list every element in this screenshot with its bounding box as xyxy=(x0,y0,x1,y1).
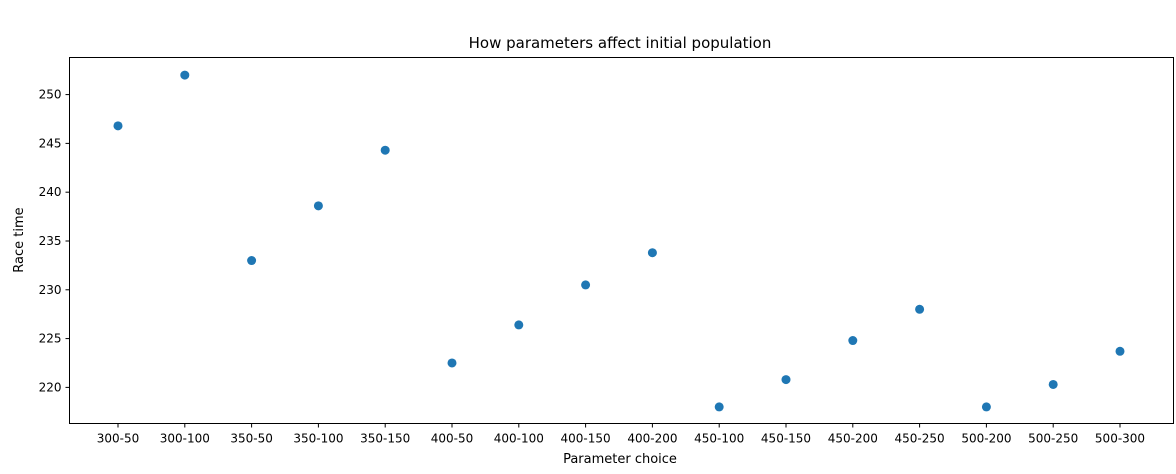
x-tick-label: 300-100 xyxy=(160,432,210,446)
x-axis-label: Parameter choice xyxy=(563,452,677,467)
data-points xyxy=(113,70,1125,412)
y-tick-label: 220 xyxy=(39,380,62,394)
x-tick-label: 450-200 xyxy=(828,432,878,446)
x-tick-label: 350-100 xyxy=(293,432,343,446)
y-axis-label: Race time xyxy=(12,207,27,272)
x-tick-label: 350-150 xyxy=(360,432,410,446)
y-tick-label: 245 xyxy=(39,136,62,150)
data-point xyxy=(581,280,591,290)
x-tick-label: 400-200 xyxy=(627,432,677,446)
y-tick-label: 235 xyxy=(39,234,62,248)
data-point xyxy=(781,375,791,385)
plot-frame xyxy=(69,57,1174,424)
data-point xyxy=(981,402,991,412)
x-tick-label: 450-100 xyxy=(694,432,744,446)
data-point xyxy=(848,336,858,346)
data-point xyxy=(714,402,724,412)
chart-title: How parameters affect initial population xyxy=(469,34,772,52)
data-point xyxy=(113,121,123,131)
y-axis: 220 225 230 235 240 245 250 xyxy=(39,88,70,394)
y-tick-label: 240 xyxy=(39,185,62,199)
x-tick-label: 500-250 xyxy=(1028,432,1078,446)
data-point xyxy=(514,320,524,330)
x-tick-label: 400-100 xyxy=(494,432,544,446)
data-point xyxy=(447,358,457,368)
data-point xyxy=(180,70,190,80)
x-tick-label: 450-250 xyxy=(895,432,945,446)
data-point xyxy=(647,248,657,258)
x-tick-label: 400-50 xyxy=(431,432,474,446)
data-point xyxy=(313,201,323,211)
data-point xyxy=(247,256,257,266)
y-tick-label: 250 xyxy=(39,88,62,102)
y-tick-label: 230 xyxy=(39,283,62,297)
data-point xyxy=(915,304,925,314)
x-tick-label: 350-50 xyxy=(230,432,273,446)
y-tick-label: 225 xyxy=(39,332,62,346)
x-tick-label: 500-300 xyxy=(1095,432,1145,446)
data-point xyxy=(1048,379,1058,389)
data-point xyxy=(1115,346,1125,356)
data-point xyxy=(380,145,390,155)
x-tick-label: 400-150 xyxy=(561,432,611,446)
x-tick-label: 450-150 xyxy=(761,432,811,446)
x-tick-label: 300-50 xyxy=(97,432,140,446)
x-axis: 300-50 300-100 350-50 350-100 350-150 400-50 4… xyxy=(97,423,1145,446)
x-tick-label: 500-200 xyxy=(961,432,1011,446)
